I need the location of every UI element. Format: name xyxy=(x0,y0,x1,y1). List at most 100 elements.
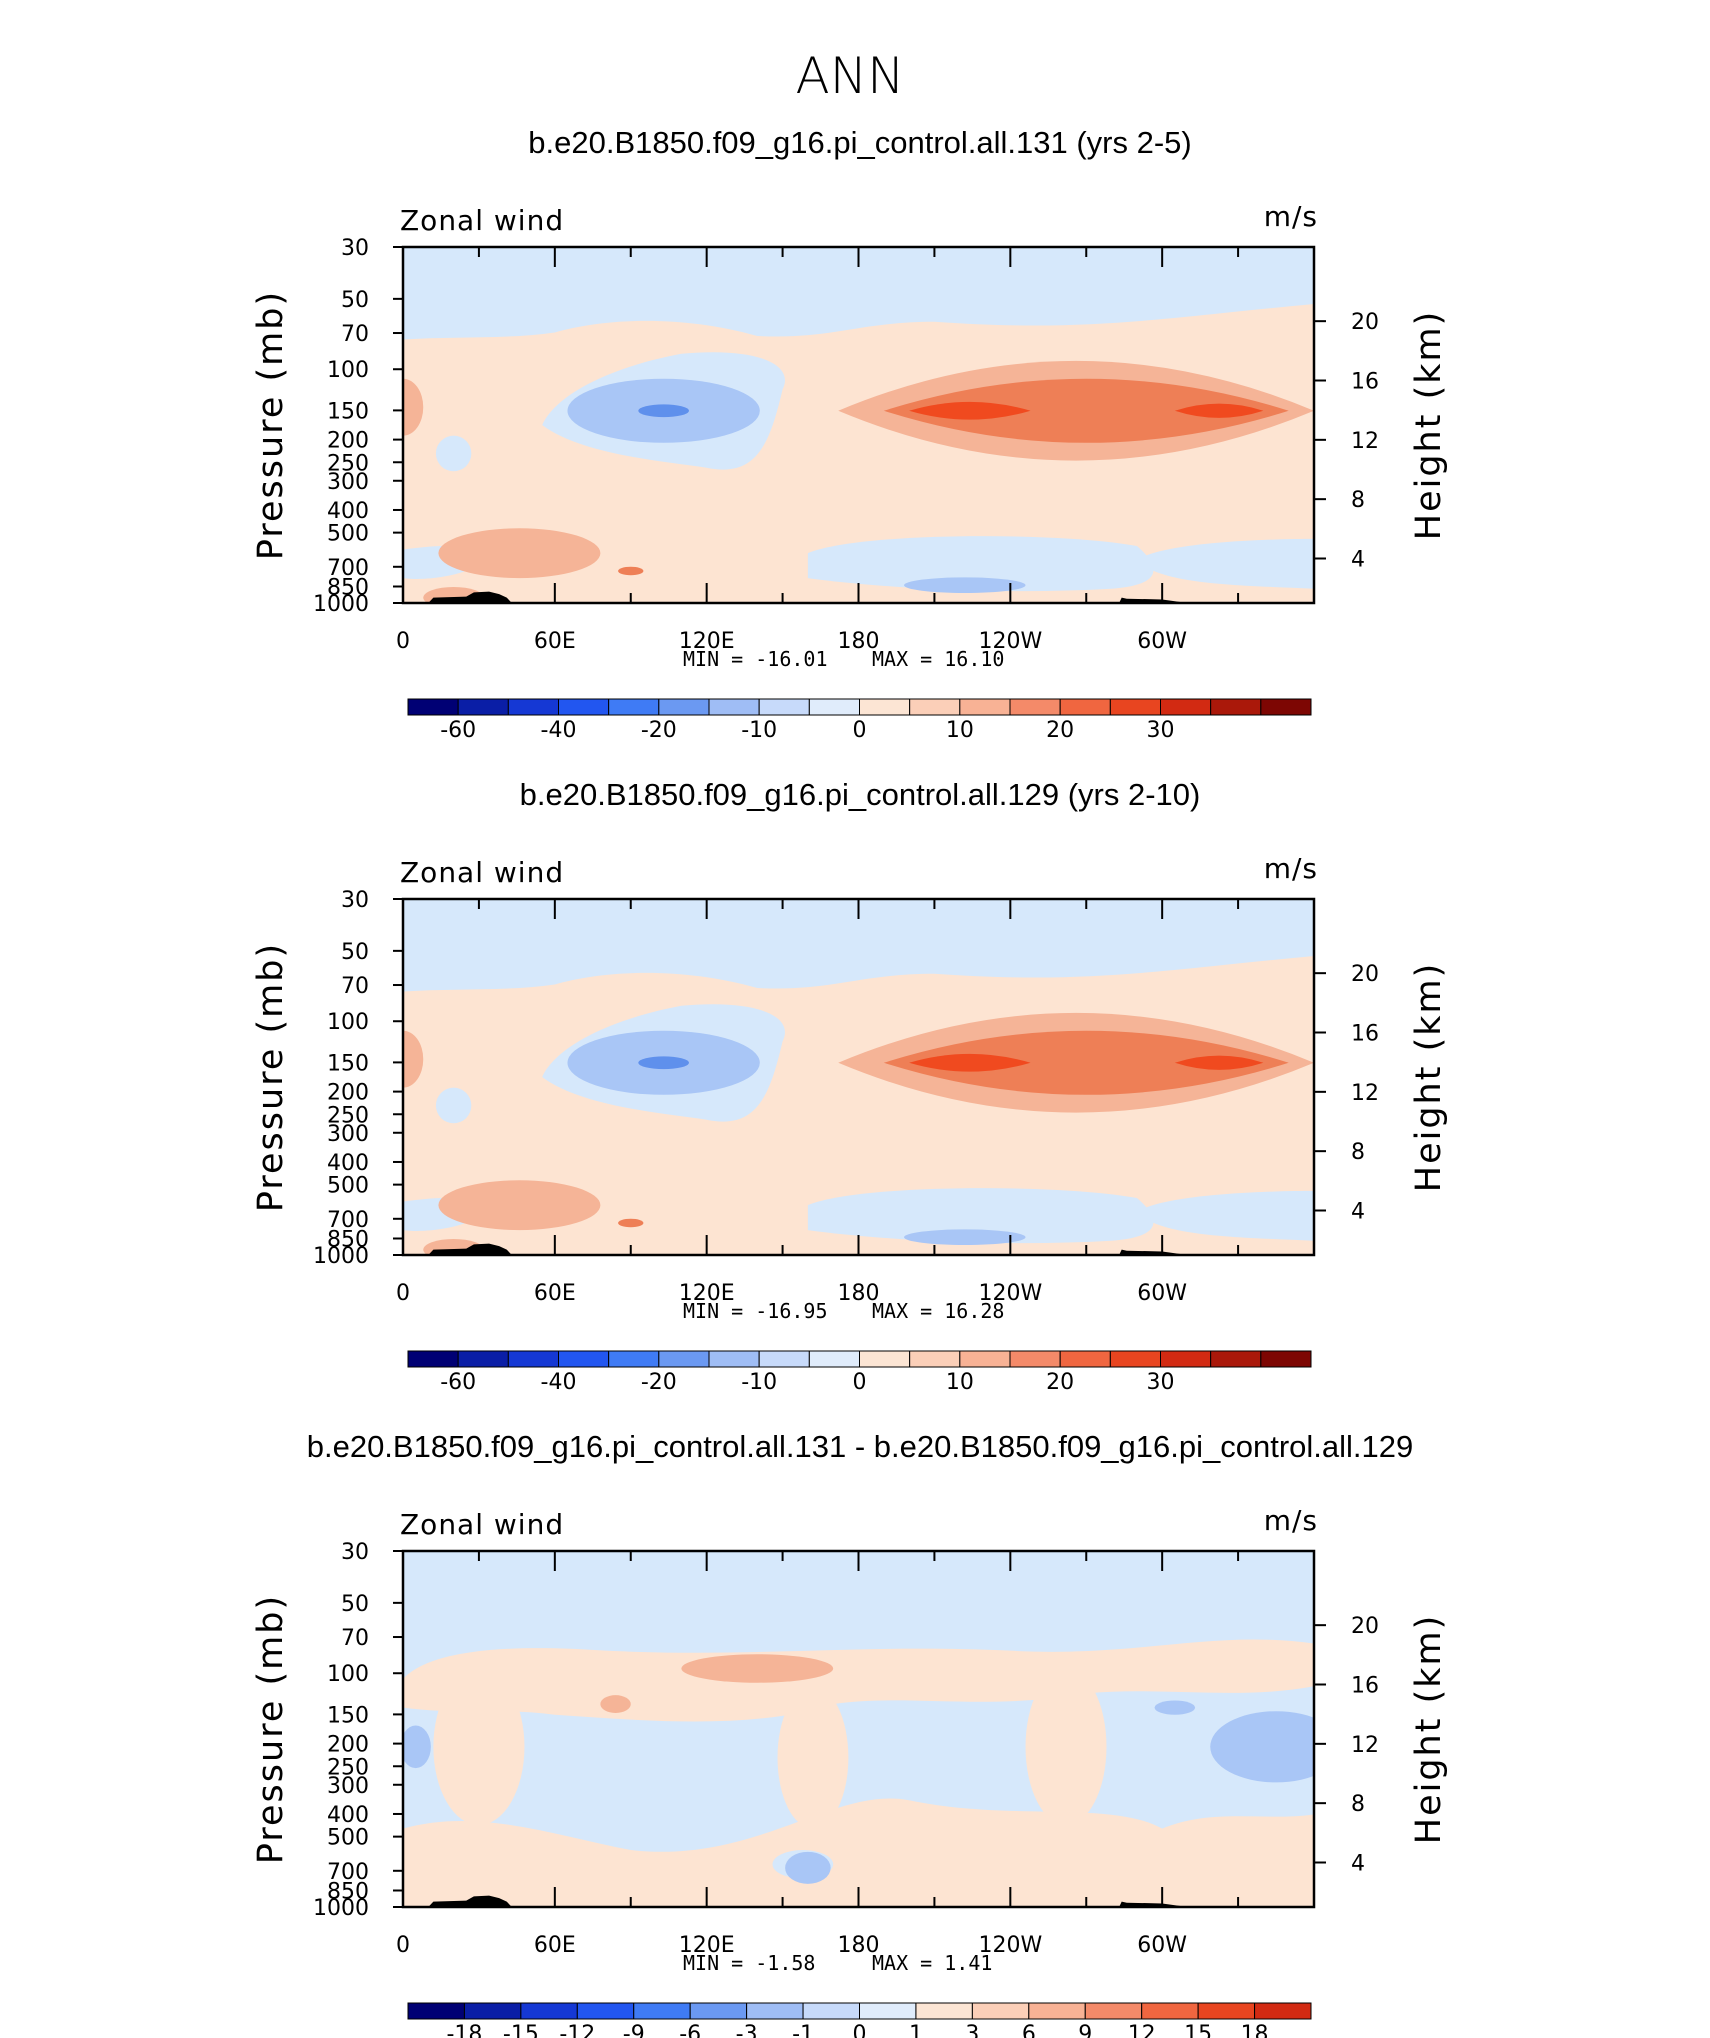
colorbar-swatch xyxy=(915,2002,973,2020)
negative-region-surface xyxy=(807,1188,1154,1244)
y-tick-label: 50 xyxy=(341,940,369,965)
figure-title: ANN xyxy=(795,47,904,105)
y2-tick-label: 20 xyxy=(1351,1614,1379,1639)
y2-tick-label: 12 xyxy=(1351,1733,1379,1758)
colorbar-label: -9 xyxy=(623,2022,645,2038)
y-tick-label: 400 xyxy=(327,1803,369,1828)
terrain-asia xyxy=(428,591,512,603)
y-tick-label: 1000 xyxy=(313,592,369,617)
terrain-andes xyxy=(1119,1901,1188,1907)
y2-tick-label: 20 xyxy=(1351,310,1379,335)
variable-label: Zonal wind xyxy=(400,856,564,889)
x-tick-label: 120E xyxy=(679,1933,735,1958)
colorbar-swatch xyxy=(1210,1350,1262,1368)
max-stat: MAX = 16.10 xyxy=(872,647,1004,671)
x-tick-label: 120W xyxy=(978,629,1042,654)
negative-region-stratosphere xyxy=(403,247,1314,340)
positive-medium-upper xyxy=(681,1654,834,1683)
y2-tick-label: 4 xyxy=(1351,1200,1365,1225)
colorbar-label: 30 xyxy=(1147,718,1175,743)
y-tick-label: 850 xyxy=(327,1228,369,1253)
colorbar-swatch xyxy=(658,1350,710,1368)
positive-strong-spot xyxy=(618,1218,644,1228)
negative-small-region xyxy=(435,435,472,472)
y2-tick-label: 20 xyxy=(1351,962,1379,987)
negative-medium-lower xyxy=(785,1851,831,1884)
colorbar-label: -10 xyxy=(741,1370,777,1395)
y-axis-label: Pressure (mb) xyxy=(251,942,291,1212)
y-tick-label: 100 xyxy=(327,1010,369,1035)
colorbar-swatch xyxy=(608,698,660,716)
y-tick-label: 700 xyxy=(327,556,369,581)
colorbar-swatch xyxy=(1254,2002,1312,2020)
y2-tick-label: 8 xyxy=(1351,1140,1365,1165)
terrain-andes xyxy=(1119,1249,1188,1255)
terrain-andes xyxy=(1119,597,1188,603)
colorbar-swatch xyxy=(1109,698,1162,716)
positive-medium-lower xyxy=(438,528,601,579)
colorbar-swatch xyxy=(859,698,911,716)
y-tick-label: 700 xyxy=(327,1860,369,1885)
positive-column-east xyxy=(1025,1668,1107,1826)
negative-region-stratosphere xyxy=(403,899,1314,992)
variable-label: Zonal wind xyxy=(400,204,564,237)
contour-field xyxy=(403,247,1314,603)
max-stat: MAX = 16.28 xyxy=(872,1299,1004,1323)
colorbar-label: -60 xyxy=(440,1370,476,1395)
y-tick-label: 500 xyxy=(327,1174,369,1199)
y-tick-label: 30 xyxy=(341,888,369,913)
y-tick-label: 150 xyxy=(327,399,369,424)
panel-1: b.e20.B1850.f09_g16.pi_control.all.131 (… xyxy=(251,125,1449,743)
y-tick-label: 1000 xyxy=(313,1896,369,1921)
y2-axis-label: Height (km) xyxy=(1409,1614,1449,1845)
y-tick-label: 150 xyxy=(327,1703,369,1728)
negative-core xyxy=(638,404,689,418)
positive-core-jet xyxy=(909,1053,1031,1072)
y-tick-label: 100 xyxy=(327,1662,369,1687)
y-tick-label: 150 xyxy=(327,1051,369,1076)
x-tick-label: 180 xyxy=(838,629,880,654)
colorbar-label: -60 xyxy=(440,718,476,743)
colorbar-label: -10 xyxy=(741,718,777,743)
colorbar-swatch xyxy=(1009,1350,1061,1368)
colorbar-label: 10 xyxy=(946,718,974,743)
contour-field xyxy=(403,1551,1314,1907)
y2-tick-label: 8 xyxy=(1351,488,1365,513)
y2-tick-label: 16 xyxy=(1351,370,1379,395)
panel-title: b.e20.B1850.f09_g16.pi_control.all.131 (… xyxy=(528,125,1192,160)
positive-strong-jet xyxy=(883,378,1289,443)
colorbar-swatch xyxy=(808,1350,860,1368)
x-tick-label: 180 xyxy=(838,1281,880,1306)
positive-core-jet xyxy=(909,401,1031,420)
colorbar-swatch xyxy=(576,2002,635,2020)
positive-band-upper xyxy=(403,1639,1314,1722)
colorbar-label: 0 xyxy=(853,718,867,743)
colorbar-swatch xyxy=(1160,698,1212,716)
colorbar-swatch xyxy=(407,698,459,716)
x-tick-label: 0 xyxy=(396,629,410,654)
y2-tick-label: 8 xyxy=(1351,1792,1365,1817)
y-tick-label: 850 xyxy=(327,1880,369,1905)
x-tick-label: 60W xyxy=(1137,629,1187,654)
y-tick-label: 30 xyxy=(341,236,369,261)
positive-column-center xyxy=(777,1686,849,1829)
y-tick-label: 200 xyxy=(327,429,369,454)
x-tick-label: 60E xyxy=(534,629,576,654)
colorbar-swatch xyxy=(971,2002,1030,2020)
colorbar-swatch xyxy=(708,1350,760,1368)
negative-medium-east xyxy=(1210,1711,1314,1783)
y-tick-label: 300 xyxy=(327,1774,369,1799)
colorbar-swatch xyxy=(802,2002,860,2020)
y-tick-label: 500 xyxy=(327,1826,369,1851)
colorbar-label: -40 xyxy=(541,1370,577,1395)
y2-tick-label: 12 xyxy=(1351,1081,1379,1106)
colorbar-swatch xyxy=(859,2002,917,2020)
y2-axis-label: Height (km) xyxy=(1409,310,1449,541)
y-axis-label: Pressure (mb) xyxy=(251,1594,291,1864)
min-stat: MIN = -1.58 xyxy=(683,1951,815,1975)
colorbar-swatch xyxy=(1160,1350,1212,1368)
x-tick-label: 120E xyxy=(679,1281,735,1306)
x-tick-label: 180 xyxy=(838,1933,880,1958)
colorbar-swatch xyxy=(558,1350,610,1368)
y-tick-label: 250 xyxy=(327,1103,369,1128)
